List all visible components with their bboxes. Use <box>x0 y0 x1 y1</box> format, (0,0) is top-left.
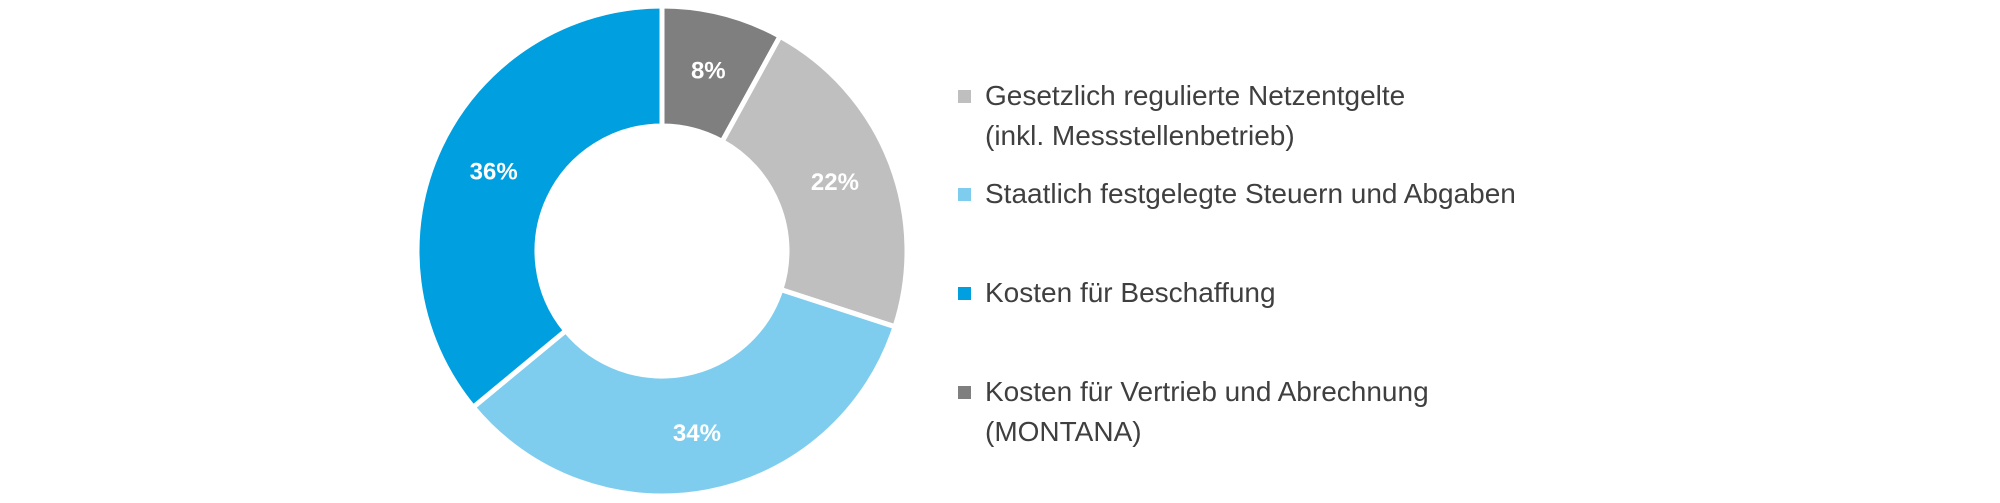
donut-slice-2 <box>470 287 898 499</box>
legend-swatch <box>958 287 971 300</box>
legend-swatch <box>958 386 971 399</box>
legend-label: Kosten für Vertrieb und Abrechnung (MONT… <box>985 372 1429 452</box>
legend-label-line: (MONTANA) <box>985 416 1142 447</box>
legend-item-vertrieb: Kosten für Vertrieb und Abrechnung (MONT… <box>958 372 1429 452</box>
legend-label: Staatlich festgelegte Steuern und Abgabe… <box>985 174 1516 214</box>
slice-value-label-1: 22% <box>811 169 859 196</box>
donut-slice-1 <box>719 33 910 330</box>
legend-item-steuern: Staatlich festgelegte Steuern und Abgabe… <box>958 174 1516 214</box>
legend-label-line: Staatlich festgelegte Steuern und Abgabe… <box>985 178 1516 209</box>
legend-swatch <box>958 188 971 201</box>
legend-label-line: Kosten für Vertrieb und Abrechnung <box>985 376 1429 407</box>
donut-slice-labels: 8% 22% 34% 36% <box>470 57 859 447</box>
donut-slice-3 <box>414 3 665 410</box>
donut-slices <box>414 3 910 499</box>
slice-value-label-2: 34% <box>673 420 721 447</box>
slice-value-label-0: 8% <box>691 57 726 84</box>
legend-label-line: Gesetzlich regulierte Netzentgelte <box>985 80 1406 111</box>
legend-label-line: (inkl. Messstellenbetrieb) <box>985 120 1295 151</box>
legend-label: Kosten für Beschaffung <box>985 273 1276 313</box>
legend-item-beschaffung: Kosten für Beschaffung <box>958 273 1276 313</box>
legend-item-netzentgelte: Gesetzlich regulierte Netzentgelte (inkl… <box>958 76 1405 156</box>
slice-value-label-3: 36% <box>470 158 518 185</box>
legend-label-line: Kosten für Beschaffung <box>985 277 1276 308</box>
legend-label: Gesetzlich regulierte Netzentgelte (inkl… <box>985 76 1405 156</box>
legend-swatch <box>958 90 971 103</box>
